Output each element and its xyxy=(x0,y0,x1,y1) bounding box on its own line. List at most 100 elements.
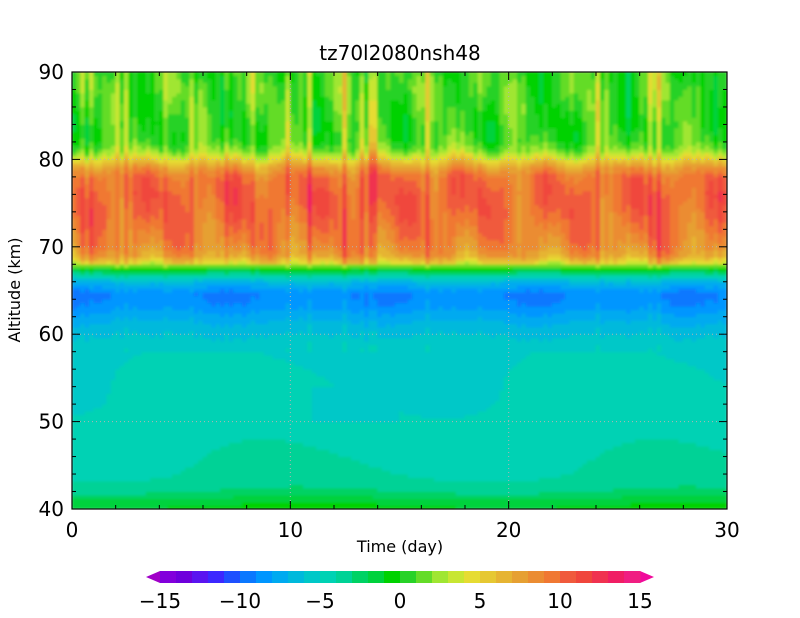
heatmap-cell xyxy=(696,463,702,468)
heatmap-cell xyxy=(337,445,344,450)
heatmap-cell xyxy=(342,501,348,506)
heatmap-cell xyxy=(355,470,361,475)
heatmap-cell xyxy=(394,445,400,450)
heatmap-cell xyxy=(482,473,488,478)
heatmap-cell xyxy=(621,470,627,475)
heatmap-cell xyxy=(132,473,138,478)
heatmap-cell xyxy=(346,480,352,485)
heatmap-cell xyxy=(167,456,173,461)
heatmap-cell xyxy=(534,491,540,496)
heatmap-cell xyxy=(351,459,357,464)
heatmap-cell xyxy=(172,463,178,468)
heatmap-cell xyxy=(713,470,719,475)
heatmap-cell xyxy=(696,501,702,506)
heatmap-cell xyxy=(604,477,610,482)
heatmap-cell xyxy=(482,505,488,509)
heatmap-cell xyxy=(543,452,549,457)
heatmap-cell xyxy=(289,484,296,489)
heatmap-cell xyxy=(211,452,217,457)
heatmap-cell xyxy=(503,487,510,492)
heatmap-cell xyxy=(320,494,326,499)
heatmap-cell xyxy=(534,477,540,482)
heatmap-cell xyxy=(604,498,610,503)
heatmap-cell xyxy=(482,449,488,454)
heatmap-cell xyxy=(233,456,239,461)
heatmap-cell xyxy=(599,501,606,506)
heatmap-cell xyxy=(285,505,291,509)
heatmap-cell xyxy=(530,449,536,454)
heatmap-cell xyxy=(665,494,671,499)
heatmap-cell xyxy=(634,456,641,461)
heatmap-cell xyxy=(495,442,501,447)
heatmap-cell xyxy=(717,456,724,461)
heatmap-cell xyxy=(150,442,156,447)
heatmap-cell xyxy=(333,505,339,509)
heatmap-cell xyxy=(399,452,405,457)
heatmap-cell xyxy=(128,459,134,464)
heatmap-cell xyxy=(412,442,418,447)
heatmap-cell xyxy=(189,452,195,457)
heatmap-cell xyxy=(495,487,501,492)
heatmap-cell xyxy=(351,484,357,489)
heatmap-cell xyxy=(704,498,710,503)
heatmap-cell xyxy=(128,456,134,461)
heatmap-cell xyxy=(521,449,527,454)
heatmap-cell xyxy=(503,449,510,454)
heatmap-cell xyxy=(626,505,632,509)
heatmap-cell xyxy=(359,466,365,471)
heatmap-cell xyxy=(364,452,370,457)
heatmap-cell xyxy=(272,484,278,489)
heatmap-cell xyxy=(621,473,627,478)
heatmap-cell xyxy=(591,452,597,457)
heatmap-cell xyxy=(311,501,317,506)
heatmap-cell xyxy=(656,505,662,509)
heatmap-cell xyxy=(508,491,514,496)
heatmap-cell xyxy=(150,498,156,503)
heatmap-cell xyxy=(416,501,422,506)
heatmap-cell xyxy=(145,463,151,468)
heatmap-cell xyxy=(359,505,365,509)
heatmap-cell xyxy=(669,501,675,506)
heatmap-cell xyxy=(150,487,156,492)
heatmap-cell xyxy=(80,470,86,475)
heatmap-cell xyxy=(565,480,571,485)
heatmap-cell xyxy=(573,484,579,489)
heatmap-cell xyxy=(704,459,710,464)
heatmap-cell xyxy=(329,445,335,450)
heatmap-cell xyxy=(333,487,339,492)
heatmap-cell xyxy=(482,480,488,485)
heatmap-cell xyxy=(110,484,117,489)
heatmap-cell xyxy=(329,498,335,503)
heatmap-cell xyxy=(72,452,77,457)
heatmap-cell xyxy=(508,484,514,489)
heatmap-cell xyxy=(420,494,427,499)
heatmap-cell xyxy=(185,484,191,489)
heatmap-cell xyxy=(202,491,208,496)
heatmap-cell xyxy=(281,456,287,461)
heatmap-cell xyxy=(613,442,619,447)
heatmap-cell xyxy=(115,456,121,461)
heatmap-cell xyxy=(158,442,165,447)
heatmap-cell xyxy=(621,449,627,454)
heatmap-cell xyxy=(626,463,632,468)
heatmap-cell xyxy=(416,470,422,475)
heatmap-cell xyxy=(429,473,435,478)
heatmap-cell xyxy=(643,501,649,506)
heatmap-cell xyxy=(333,449,339,454)
heatmap-cell xyxy=(613,445,619,450)
heatmap-cell xyxy=(145,498,151,503)
heatmap-cell xyxy=(72,487,77,492)
heatmap-cell xyxy=(276,449,282,454)
heatmap-cell xyxy=(211,487,217,492)
heatmap-cell xyxy=(320,463,326,468)
heatmap-cell xyxy=(495,505,501,509)
heatmap-cell xyxy=(106,498,112,503)
heatmap-cell xyxy=(364,463,370,468)
heatmap-cell xyxy=(255,494,261,499)
heatmap-cell xyxy=(403,463,409,468)
heatmap-cell xyxy=(316,470,322,475)
heatmap-cell xyxy=(639,456,645,461)
heatmap-cell xyxy=(307,505,313,509)
heatmap-cell xyxy=(106,487,112,492)
heatmap-cell xyxy=(215,480,221,485)
